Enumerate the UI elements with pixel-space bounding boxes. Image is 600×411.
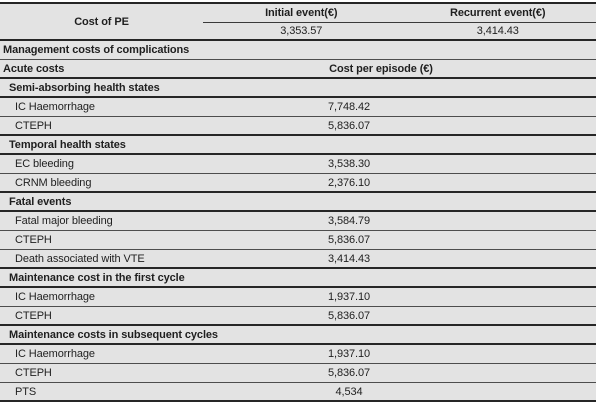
- table-row-temporal-section: Temporal health states: [0, 136, 596, 155]
- row-value: 7,748.42: [327, 101, 371, 113]
- table-row-fatal-events-section: Fatal events: [0, 193, 596, 212]
- table-row: IC Haemorrhage 1,937.10: [0, 288, 596, 307]
- section-label: Semi-absorbing health states: [9, 81, 160, 94]
- row-label: Fatal major bleeding: [15, 215, 113, 227]
- section-label: Maintenance cost in the first cycle: [9, 271, 185, 284]
- row-value: 5,836.07: [327, 367, 371, 379]
- table-row: CTEPH 5,836.07: [0, 307, 596, 326]
- recurrent-event-value: 3,414.43: [476, 25, 519, 37]
- row-value: 1,937.10: [327, 348, 371, 360]
- table-row: Death associated with VTE 3,414.43: [0, 250, 596, 269]
- row-value: 5,836.07: [327, 119, 371, 132]
- row-label: IC Haemorrhage: [15, 291, 95, 303]
- row-value: 1,937.10: [327, 291, 371, 303]
- cost-per-episode-header: Cost per episode (€): [329, 62, 433, 75]
- table-header-block: Cost of PE Initial event(€) Recurrent ev…: [0, 4, 596, 41]
- section-label: Temporal health states: [9, 138, 126, 151]
- row-value: 2,376.10: [327, 176, 371, 189]
- table-row-maintenance-first-cycle-section: Maintenance cost in the first cycle: [0, 269, 596, 288]
- row-value: 5,836.07: [327, 234, 371, 246]
- section-label: Maintenance costs in subsequent cycles: [9, 328, 218, 341]
- row-label: PTS: [15, 385, 37, 398]
- row-label: Death associated with VTE: [15, 252, 145, 265]
- table-row-acute-costs-header: Acute costs Cost per episode (€): [0, 60, 596, 79]
- row-label: Management costs of complications: [3, 44, 190, 56]
- table-row: EC bleeding 3,538.30: [0, 155, 596, 174]
- table-row: PTS 4,534: [0, 383, 596, 402]
- header-event-columns: Initial event(€) Recurrent event(€) 3,35…: [203, 4, 596, 39]
- event-column-headers: Initial event(€) Recurrent event(€): [203, 4, 596, 23]
- table-row: IC Haemorrhage 7,748.42: [0, 98, 596, 117]
- row-value: 3,538.30: [327, 158, 371, 170]
- recurrent-event-header: Recurrent event(€): [450, 7, 546, 19]
- row-label: EC bleeding: [15, 158, 74, 170]
- initial-event-header: Initial event(€): [265, 7, 338, 19]
- table-top-border: [0, 2, 596, 4]
- cost-of-pe-table: Cost of PE Initial event(€) Recurrent ev…: [0, 2, 596, 402]
- row-value: 4,534: [335, 385, 363, 398]
- table-row-semi-absorbing-section: Semi-absorbing health states: [0, 79, 596, 98]
- row-label: CRNM bleeding: [15, 176, 92, 189]
- row-label: CTEPH: [15, 309, 52, 322]
- row-value: 3,414.43: [327, 252, 371, 265]
- table-row: Fatal major bleeding 3,584.79: [0, 212, 596, 231]
- initial-event-value: 3,353.57: [280, 25, 323, 37]
- event-values-row: 3,353.57 3,414.43: [203, 23, 596, 39]
- row-label: IC Haemorrhage: [15, 348, 95, 360]
- row-label: Acute costs: [3, 62, 65, 75]
- table-row: CTEPH 5,836.07: [0, 231, 596, 250]
- section-label: Fatal events: [9, 195, 72, 208]
- table-row-management-costs: Management costs of complications: [0, 41, 596, 60]
- table-row: CRNM bleeding 2,376.10: [0, 174, 596, 193]
- table-row: CTEPH 5,836.07: [0, 117, 596, 136]
- table-row: IC Haemorrhage 1,937.10: [0, 345, 596, 364]
- header-row-span-label: Cost of PE: [0, 4, 203, 39]
- table-row-maintenance-subsequent-section: Maintenance costs in subsequent cycles: [0, 326, 596, 345]
- cost-of-pe-label: Cost of PE: [74, 15, 129, 28]
- row-label: CTEPH: [15, 119, 52, 132]
- table-row: CTEPH 5,836.07: [0, 364, 596, 383]
- row-value: 3,584.79: [327, 215, 371, 227]
- row-label: CTEPH: [15, 367, 52, 379]
- row-label: CTEPH: [15, 234, 52, 246]
- row-label: IC Haemorrhage: [15, 101, 95, 113]
- row-value: 5,836.07: [327, 309, 371, 322]
